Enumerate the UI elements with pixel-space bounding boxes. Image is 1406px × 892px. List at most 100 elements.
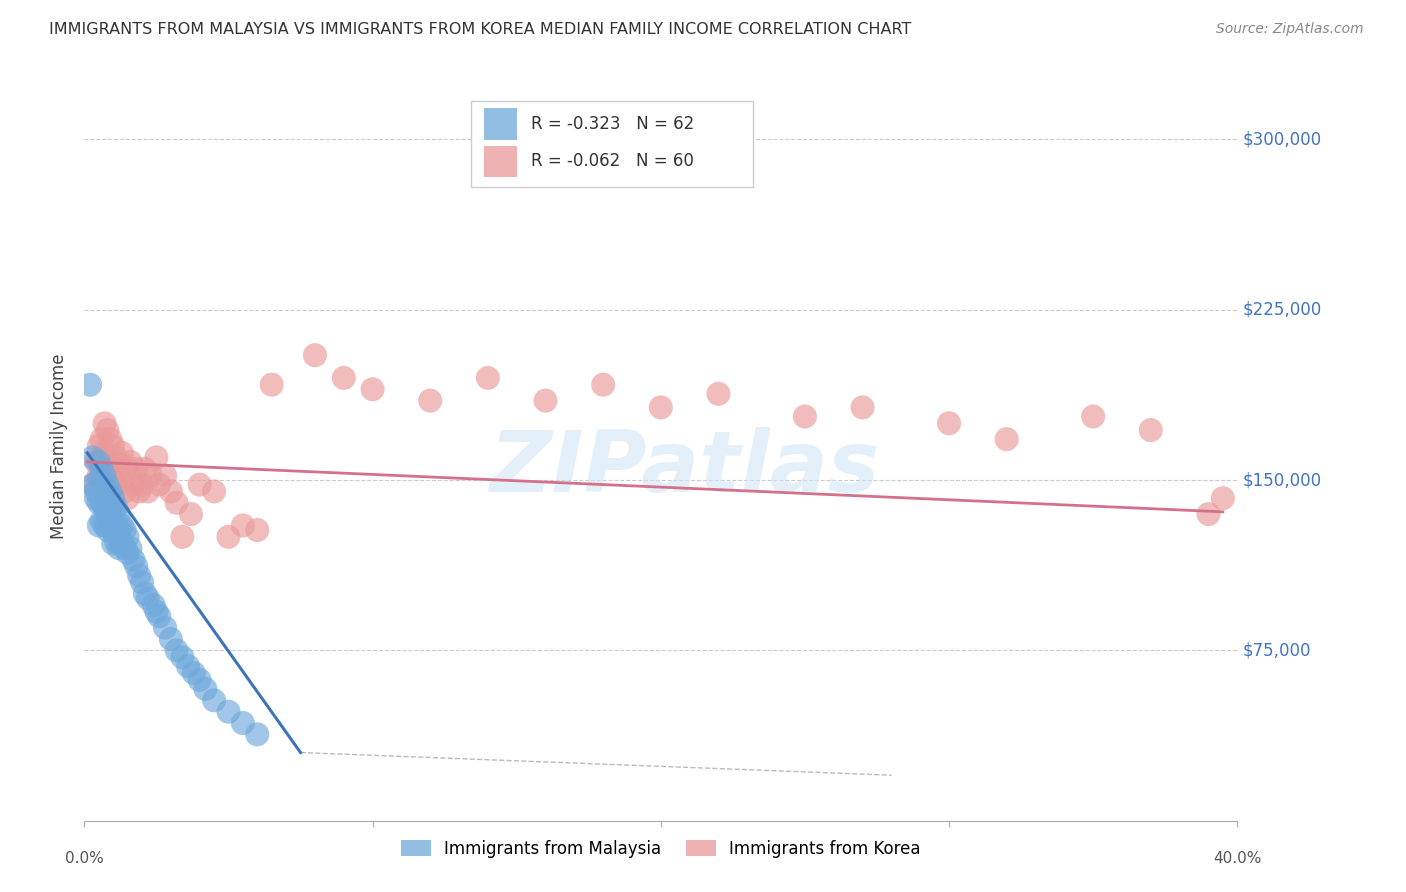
Point <box>87 473 110 487</box>
Point <box>117 530 139 544</box>
Point <box>125 559 148 574</box>
Point <box>304 348 326 362</box>
Point <box>108 457 131 471</box>
Point <box>103 536 124 550</box>
Point <box>128 568 150 582</box>
Point <box>90 477 112 491</box>
Point <box>419 393 441 408</box>
Y-axis label: Median Family Income: Median Family Income <box>51 353 69 539</box>
Point <box>142 598 165 612</box>
Point <box>90 514 112 528</box>
Point <box>84 484 107 499</box>
Point <box>108 523 131 537</box>
Point <box>87 518 110 533</box>
Point <box>82 450 104 465</box>
Point <box>202 693 225 707</box>
Point <box>122 477 145 491</box>
Point <box>1198 507 1220 521</box>
Point <box>96 477 118 491</box>
Point <box>180 507 202 521</box>
Point <box>477 371 499 385</box>
Point <box>166 643 188 657</box>
Point <box>96 423 118 437</box>
Point <box>246 727 269 741</box>
Point <box>145 605 167 619</box>
Point <box>122 552 145 566</box>
Point <box>120 541 142 556</box>
Text: R = -0.062   N = 60: R = -0.062 N = 60 <box>530 153 693 170</box>
Point <box>852 401 875 415</box>
Point <box>172 530 194 544</box>
Point <box>96 507 118 521</box>
Point <box>148 477 170 491</box>
Bar <box>485 108 517 139</box>
Point <box>93 518 115 533</box>
Point <box>260 377 283 392</box>
Point <box>218 705 240 719</box>
Point <box>117 461 139 475</box>
Point <box>194 681 217 696</box>
Point <box>93 417 115 431</box>
Text: IMMIGRANTS FROM MALAYSIA VS IMMIGRANTS FROM KOREA MEDIAN FAMILY INCOME CORRELATI: IMMIGRANTS FROM MALAYSIA VS IMMIGRANTS F… <box>49 22 911 37</box>
Point <box>108 507 131 521</box>
Point <box>98 461 121 475</box>
Point <box>114 523 136 537</box>
Point <box>1083 409 1105 424</box>
Point <box>93 468 115 483</box>
Point <box>995 432 1018 446</box>
Point <box>108 541 131 556</box>
Point <box>361 382 384 396</box>
Point <box>98 518 121 533</box>
Point <box>246 523 269 537</box>
Point <box>202 484 225 499</box>
Point <box>117 491 139 506</box>
Point <box>534 393 557 408</box>
Text: ZIPatlas: ZIPatlas <box>489 427 879 510</box>
Text: 40.0%: 40.0% <box>1213 851 1261 865</box>
Point <box>96 491 118 506</box>
Point <box>131 575 153 590</box>
Point <box>105 518 128 533</box>
Point <box>111 518 134 533</box>
Point <box>134 586 156 600</box>
Point <box>136 591 159 606</box>
Point <box>120 455 142 469</box>
Point <box>117 546 139 560</box>
Point <box>166 496 188 510</box>
Text: R = -0.323   N = 62: R = -0.323 N = 62 <box>530 115 693 133</box>
Point <box>103 468 124 483</box>
Point <box>93 484 115 499</box>
Point <box>82 477 104 491</box>
Point <box>98 484 121 499</box>
Point <box>103 507 124 521</box>
Point <box>87 439 110 453</box>
Point <box>218 530 240 544</box>
Point <box>93 446 115 460</box>
Point <box>188 477 211 491</box>
Bar <box>485 145 517 177</box>
Point <box>84 491 107 506</box>
Point <box>232 716 254 731</box>
Point <box>84 455 107 469</box>
Point <box>90 461 112 475</box>
Point <box>172 650 194 665</box>
Point <box>103 491 124 506</box>
Point <box>125 461 148 475</box>
Point <box>87 455 110 469</box>
FancyBboxPatch shape <box>471 102 754 187</box>
Point <box>105 500 128 515</box>
Text: $75,000: $75,000 <box>1243 641 1312 659</box>
Point <box>90 432 112 446</box>
Point <box>1212 491 1234 506</box>
Point <box>650 401 672 415</box>
Text: $300,000: $300,000 <box>1243 130 1322 148</box>
Point <box>592 377 614 392</box>
Point <box>105 450 128 465</box>
Point <box>96 455 118 469</box>
Legend: Immigrants from Malaysia, Immigrants from Korea: Immigrants from Malaysia, Immigrants fro… <box>394 833 928 864</box>
Point <box>111 446 134 460</box>
Point <box>1140 423 1163 437</box>
Point <box>114 541 136 556</box>
Point <box>938 417 960 431</box>
Point <box>111 534 134 549</box>
